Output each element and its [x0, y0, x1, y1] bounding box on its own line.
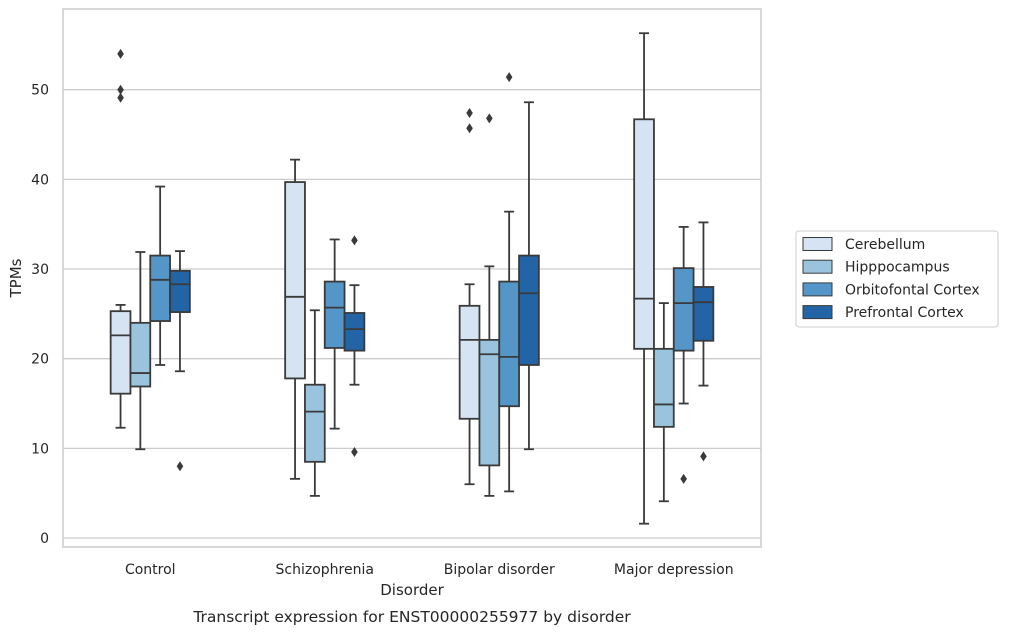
x-tick-label: Bipolar disorder	[444, 562, 555, 578]
outlier-point	[117, 84, 124, 95]
box-group	[692, 221, 715, 462]
y-tick-label: 40	[31, 172, 49, 188]
box-group	[284, 158, 306, 480]
box-group	[149, 185, 171, 366]
x-tick-labels: Control Schizophrenia Bipolar disorder Majo…	[125, 562, 734, 578]
box-group	[458, 108, 481, 486]
y-tick-label: 0	[40, 531, 49, 547]
outlier-point	[466, 123, 473, 134]
plot-frame	[62, 8, 762, 548]
box-group	[518, 101, 540, 451]
x-tick-label: Schizophrenia	[276, 562, 374, 578]
x-tick-label: Control	[125, 562, 176, 578]
legend-label: Cerebellum	[845, 237, 925, 253]
outlier-point	[117, 92, 124, 103]
y-tick-labels: 0 10 20 30 40 50	[31, 83, 49, 547]
box	[304, 383, 326, 463]
box-group	[343, 235, 366, 457]
box-marks	[109, 32, 715, 525]
box	[343, 312, 366, 352]
box-group	[169, 250, 191, 472]
box	[109, 310, 132, 395]
box-group	[129, 251, 152, 451]
box	[458, 304, 481, 420]
box-group	[633, 32, 655, 525]
box	[284, 181, 306, 380]
box	[129, 321, 152, 388]
legend-swatch	[802, 282, 833, 297]
outlier-point	[486, 113, 493, 124]
legend-swatch	[802, 305, 833, 320]
box	[169, 269, 191, 313]
outlier-point	[466, 108, 473, 119]
y-tick-label: 30	[31, 262, 49, 278]
y-tick-label: 20	[31, 352, 49, 368]
y-tick-label: 10	[31, 441, 49, 457]
outlier-point	[117, 48, 124, 59]
y-axis-label: TPMs	[7, 258, 25, 298]
legend-swatch	[802, 237, 833, 251]
outlier-point	[351, 235, 358, 246]
outlier-point	[351, 446, 358, 457]
box	[518, 254, 540, 366]
legend-swatch	[802, 259, 833, 274]
legend: Cerebellum Hipppocampus Orbitofontal Corte…	[795, 230, 999, 328]
box	[653, 347, 675, 428]
box-group	[304, 309, 326, 497]
box	[323, 280, 346, 349]
box-group	[653, 302, 675, 503]
box	[633, 118, 655, 350]
chart-caption: Transcript expression for ENST0000025597…	[192, 608, 631, 626]
box	[498, 280, 520, 408]
box	[692, 286, 715, 342]
legend-label: Prefrontal Cortex	[845, 305, 964, 321]
box	[149, 254, 171, 322]
box-group	[109, 48, 132, 429]
x-axis-label: Disorder	[380, 581, 444, 599]
box	[478, 338, 501, 467]
outlier-point	[680, 473, 687, 484]
box-group	[323, 238, 346, 430]
legend-label: Hipppocampus	[845, 260, 950, 276]
outlier-point	[176, 461, 184, 472]
legend-frame	[795, 230, 999, 328]
y-tick-label: 50	[31, 83, 49, 99]
legend-label: Orbitofontal Cortex	[845, 282, 980, 298]
x-tick-label: Major depression	[614, 562, 734, 578]
outlier-point	[505, 72, 513, 83]
outlier-point	[700, 451, 707, 462]
box	[672, 267, 695, 352]
